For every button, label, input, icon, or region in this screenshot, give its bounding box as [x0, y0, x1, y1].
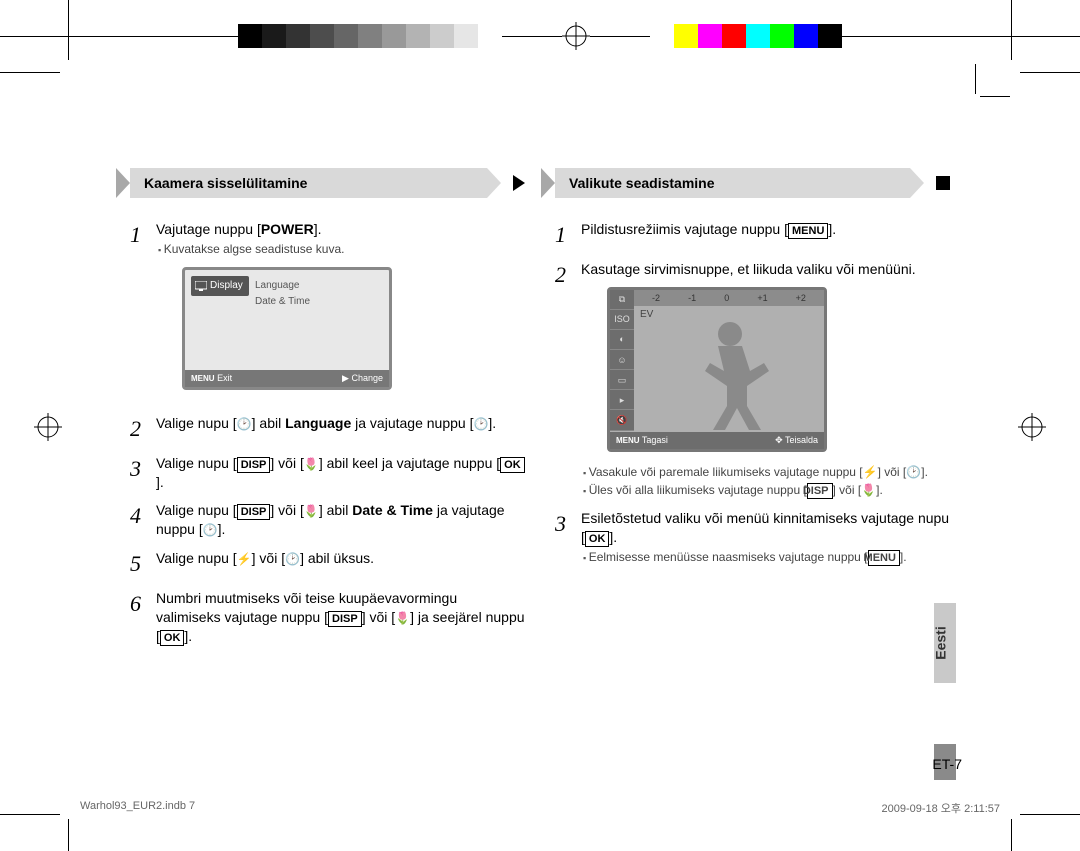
page-number: ET-7	[932, 756, 962, 772]
step-4: 4 Valige nupu [DISP] või [🌷] abil Date &…	[130, 501, 525, 539]
step-2: 2 Valige nupu [🕑] abil Language ja vajut…	[130, 414, 525, 444]
color-swatches	[650, 24, 842, 48]
step-2-note-a: Vasakule või paremale liikumiseks vajuta…	[581, 464, 950, 480]
lcd-display-tab: Display	[191, 276, 249, 296]
wb-icon: ◐	[610, 330, 634, 350]
footer-timestamp: 2009-09-18 오후 2:11:57	[881, 800, 1000, 816]
section-title: Kaamera sisselülitamine	[144, 175, 307, 191]
face-icon: ☺	[610, 350, 634, 370]
voice-icon: 🔇	[610, 410, 634, 430]
right-column: Valikute seadistamine 1 Pildistusrežiimi…	[555, 168, 950, 656]
calibration-bar	[0, 24, 1080, 48]
step-1: 1 Pildistusrežiimis vajutage nuppu [MENU…	[555, 220, 950, 250]
grayscale-swatches	[238, 24, 502, 48]
section-header-left: Kaamera sisselülitamine	[130, 168, 525, 198]
af-icon: ▸	[610, 390, 634, 410]
registration-mark-right	[1018, 413, 1046, 441]
registration-mark-top	[562, 22, 590, 50]
disp-label: DISP	[237, 457, 271, 473]
step-3: 3 Esiletõstetud valiku või menüü kinnita…	[555, 509, 950, 566]
play-icon	[513, 175, 525, 191]
ev-scale: -2 -1 0 +1 +2	[634, 290, 824, 306]
ok-label: OK	[500, 457, 525, 473]
step-3: 3 Valige nupu [DISP] või [🌷] abil keel j…	[130, 454, 525, 492]
stop-icon	[936, 176, 950, 190]
step-5: 5 Valige nupu [⚡] või [🕑] abil üksus.	[130, 549, 525, 579]
step-1: 1 Vajutage nuppu [POWER]. Kuvatakse algs…	[130, 220, 525, 404]
iso-icon: ISO	[610, 310, 634, 330]
language-side-tab: Eesti	[934, 603, 956, 683]
lcd-mockup-ev: ⧉ ISO ◐ ☺ ▭ ▸ 🔇 -2 -1 0	[607, 287, 827, 452]
print-footer: Warhol93_EUR2.indb 7 2009-09-18 오후 2:11:…	[80, 800, 1000, 816]
step-6: 6 Numbri muutmiseks või teise kuupäevavo…	[130, 589, 525, 646]
footer-filename: Warhol93_EUR2.indb 7	[80, 800, 195, 816]
person-silhouette	[680, 316, 790, 436]
section-title: Valikute seadistamine	[569, 175, 715, 191]
lcd-mockup-setup: Display Language Date & Time MENU Exit	[182, 267, 392, 390]
step-3-note: Eelmisesse menüüsse naasmiseks vajutage …	[581, 549, 950, 566]
page-content: Kaamera sisselülitamine 1 Vajutage nuppu…	[130, 168, 950, 788]
menu-label: MENU	[788, 223, 828, 239]
section-header-right: Valikute seadistamine	[555, 168, 950, 198]
ev-icon: ⧉	[610, 290, 634, 310]
step-2-note-b: Üles või alla liikumiseks vajutage nuppu…	[581, 482, 950, 499]
step-1-note: Kuvatakse algse seadistuse kuva.	[156, 241, 525, 257]
step-2: 2 Kasutage sirvimisnuppe, et liikuda val…	[555, 260, 950, 499]
size-icon: ▭	[610, 370, 634, 390]
registration-mark-left	[34, 413, 62, 441]
left-column: Kaamera sisselülitamine 1 Vajutage nuppu…	[130, 168, 525, 656]
